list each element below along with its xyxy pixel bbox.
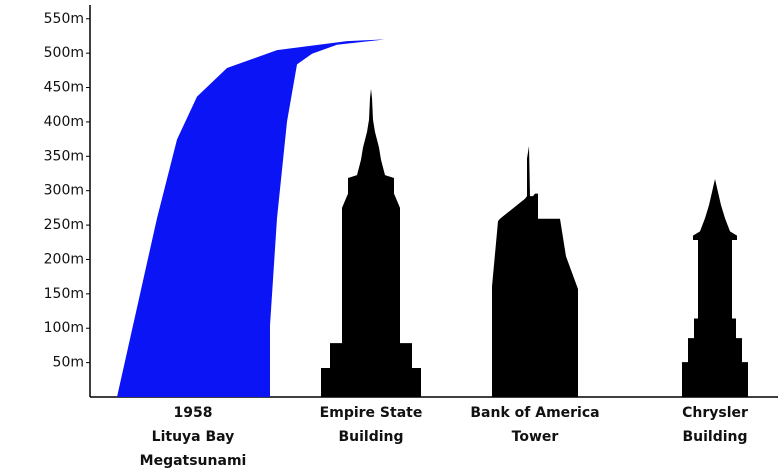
wave (117, 39, 385, 398)
category-label: Building (682, 429, 747, 445)
y-tick-label: 550m (44, 11, 84, 27)
y-tick-label: 450m (44, 80, 84, 96)
category-label: Megatsunami (140, 453, 247, 469)
building (492, 145, 578, 397)
category-label: Lituya Bay (152, 429, 235, 445)
y-tick-label: 400m (44, 114, 84, 130)
y-tick-label: 200m (44, 251, 84, 267)
building (682, 178, 748, 397)
category-label: Chrysler (682, 405, 748, 421)
building (321, 88, 421, 397)
y-tick-label: 500m (44, 45, 84, 61)
category-label: 1958 (174, 405, 213, 421)
category-label: Tower (512, 429, 559, 445)
y-tick-label: 150m (44, 286, 84, 302)
category-label: Building (338, 429, 403, 445)
y-tick-label: 350m (44, 148, 84, 164)
y-tick-label: 100m (44, 320, 84, 336)
y-tick-label: 300m (44, 183, 84, 199)
y-tick-label: 250m (44, 217, 84, 233)
y-tick-label: 50m (53, 355, 84, 371)
category-label: Bank of America (470, 405, 599, 421)
category-label: Empire State (320, 405, 423, 421)
